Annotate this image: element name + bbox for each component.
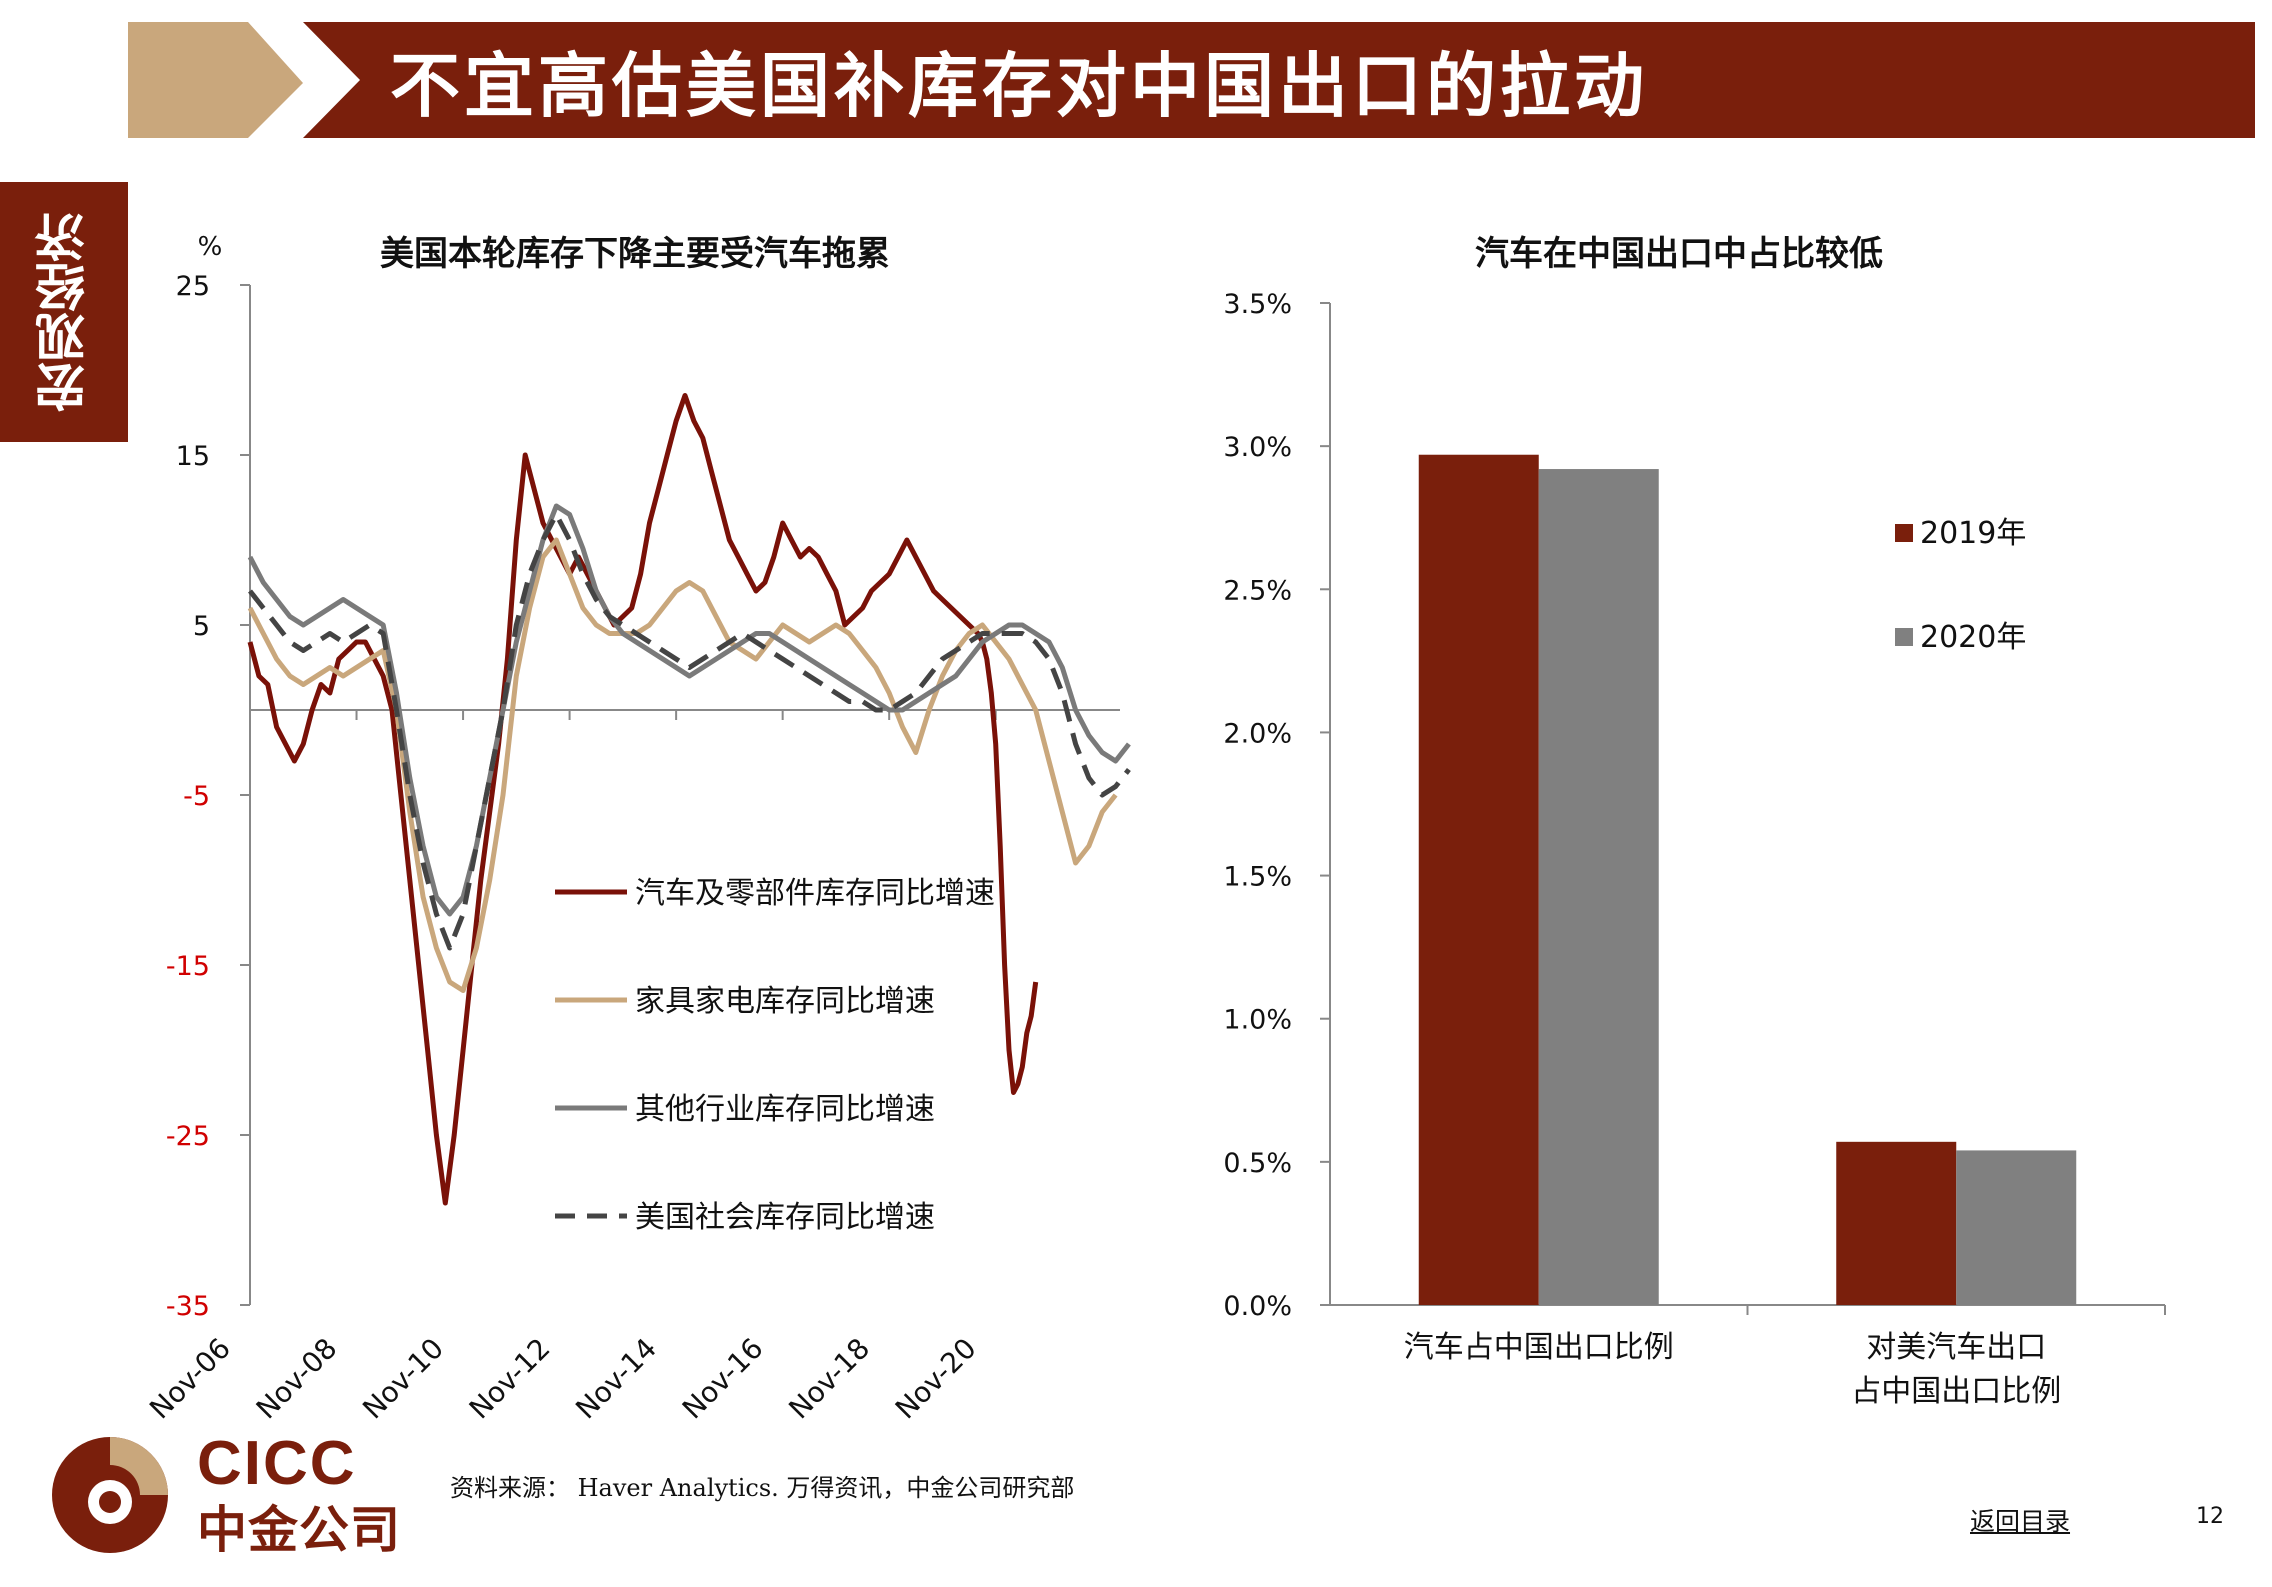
series-line (247, 393, 1039, 1206)
y-tick-label: 3.0% (1223, 432, 1292, 463)
y-tick-label: -35 (166, 1291, 210, 1322)
y-tick-label: 0.0% (1223, 1291, 1292, 1322)
logo-text-cn: 中金公司 (197, 1501, 401, 1559)
y-tick-label: -5 (183, 781, 210, 812)
right-chart-title: 汽车在中国出口中占比较低 (1475, 234, 1883, 274)
right-bar-chart: 3.5% 3.0% 2.5% 2.0% 1.5% 1.0% 0.5% 0.0% 汽车占中国出口比… (1223, 289, 2166, 1409)
legend-label: 美国社会库存同比增速 (635, 1200, 935, 1235)
left-chart-title: 美国本轮库存下降主要受汽车拖累 (380, 234, 890, 274)
y-tick-label: 1.5% (1223, 862, 1292, 893)
page-number: 12 (2196, 1504, 2224, 1529)
y-tick-label: 2.0% (1223, 718, 1292, 749)
y-tick-label: 0.5% (1223, 1148, 1292, 1179)
cicc-logo-icon (52, 1437, 168, 1553)
y-tick-label: 5 (193, 611, 210, 642)
series-line (247, 503, 1131, 917)
legend-swatch (1895, 628, 1913, 646)
x-category-label: 对美汽车出口 (1866, 1330, 2046, 1365)
bar (1836, 1141, 1957, 1305)
x-tick-label: Nov-06 (143, 1332, 237, 1426)
bar (1956, 1150, 2077, 1305)
back-to-toc-link[interactable]: 返回目录 (1970, 1507, 2071, 1536)
y-tick-label: 1.0% (1223, 1005, 1292, 1036)
side-tab[interactable] (0, 182, 128, 442)
x-tick-label: Nov-14 (569, 1332, 663, 1426)
y-tick-label: 2.5% (1223, 575, 1292, 606)
page-title: 不宜高估美国补库存对中国出口的拉动 (390, 44, 1648, 127)
y-unit-label: % (198, 232, 223, 262)
x-tick-label: Nov-20 (889, 1332, 983, 1426)
x-category-label: 占中国出口比例 (1851, 1374, 2061, 1409)
x-tick-label: Nov-16 (676, 1332, 770, 1426)
header-title-bar (303, 22, 2255, 138)
legend-label: 汽车及零部件库存同比增速 (635, 876, 995, 911)
bar (1538, 469, 1659, 1305)
legend-label: 其他行业库存同比增速 (635, 1092, 935, 1127)
bar (1418, 454, 1539, 1305)
y-tick-label: -15 (166, 951, 210, 982)
x-tick-label: Nov-10 (356, 1332, 450, 1426)
header-arrow-shape (128, 22, 303, 138)
header-banner (128, 22, 2255, 138)
legend-label: 2019年 (1920, 516, 2026, 551)
series-line (247, 537, 1118, 993)
y-tick-label: 25 (176, 271, 210, 302)
x-category-label: 汽车占中国出口比例 (1404, 1330, 1674, 1365)
y-tick-label: 15 (176, 441, 210, 472)
legend-label: 2020年 (1920, 620, 2026, 655)
y-tick-label: -25 (166, 1121, 210, 1152)
source-note: 资料来源： Haver Analytics. 万得资讯，中金公司研究部 (450, 1474, 1075, 1502)
x-tick-label: Nov-18 (782, 1332, 876, 1426)
x-tick-label: Nov-12 (463, 1332, 557, 1426)
legend-swatch (1895, 524, 1913, 542)
y-tick-label: 3.5% (1223, 289, 1292, 320)
legend-label: 家具家电库存同比增速 (635, 984, 935, 1019)
logo-text-en: CICC (197, 1429, 357, 1498)
series-line (248, 512, 1131, 951)
x-tick-label: Nov-08 (250, 1332, 344, 1426)
